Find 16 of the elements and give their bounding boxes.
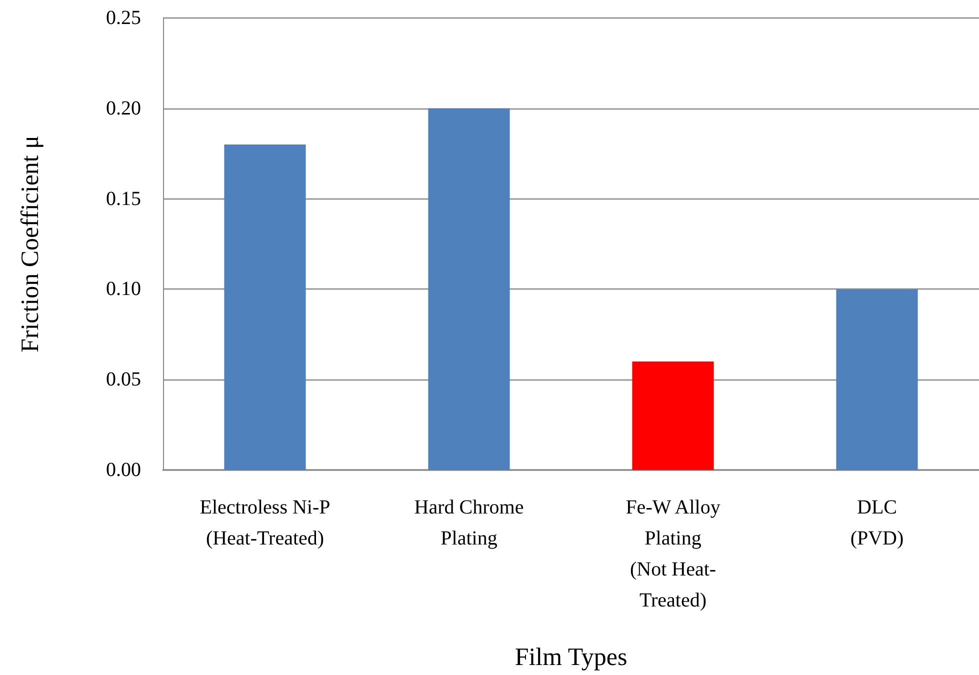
- bar: [224, 144, 306, 470]
- y-tick-label: 0.25: [106, 7, 141, 29]
- y-axis-title: Friction Coefficient μ: [17, 135, 44, 353]
- y-tick-label: 0.15: [106, 188, 141, 210]
- y-tick-label: 0.10: [106, 278, 141, 300]
- x-tick-label: DLC (PVD): [850, 496, 904, 550]
- x-tick-label: Fe-W Alloy Plating (Not Heat- Treated): [626, 496, 720, 612]
- bar: [428, 108, 510, 470]
- y-tick-label: 0.00: [106, 459, 141, 481]
- y-tick-label: 0.20: [106, 97, 141, 120]
- y-tick-label: 0.05: [106, 368, 141, 391]
- bar: [836, 289, 918, 470]
- x-tick-label: Hard Chrome Plating: [414, 496, 524, 550]
- x-axis-title: Film Types: [514, 644, 628, 671]
- bar: [632, 362, 714, 470]
- x-tick-label: Electroless Ni-P (Heat-Treated): [200, 496, 330, 550]
